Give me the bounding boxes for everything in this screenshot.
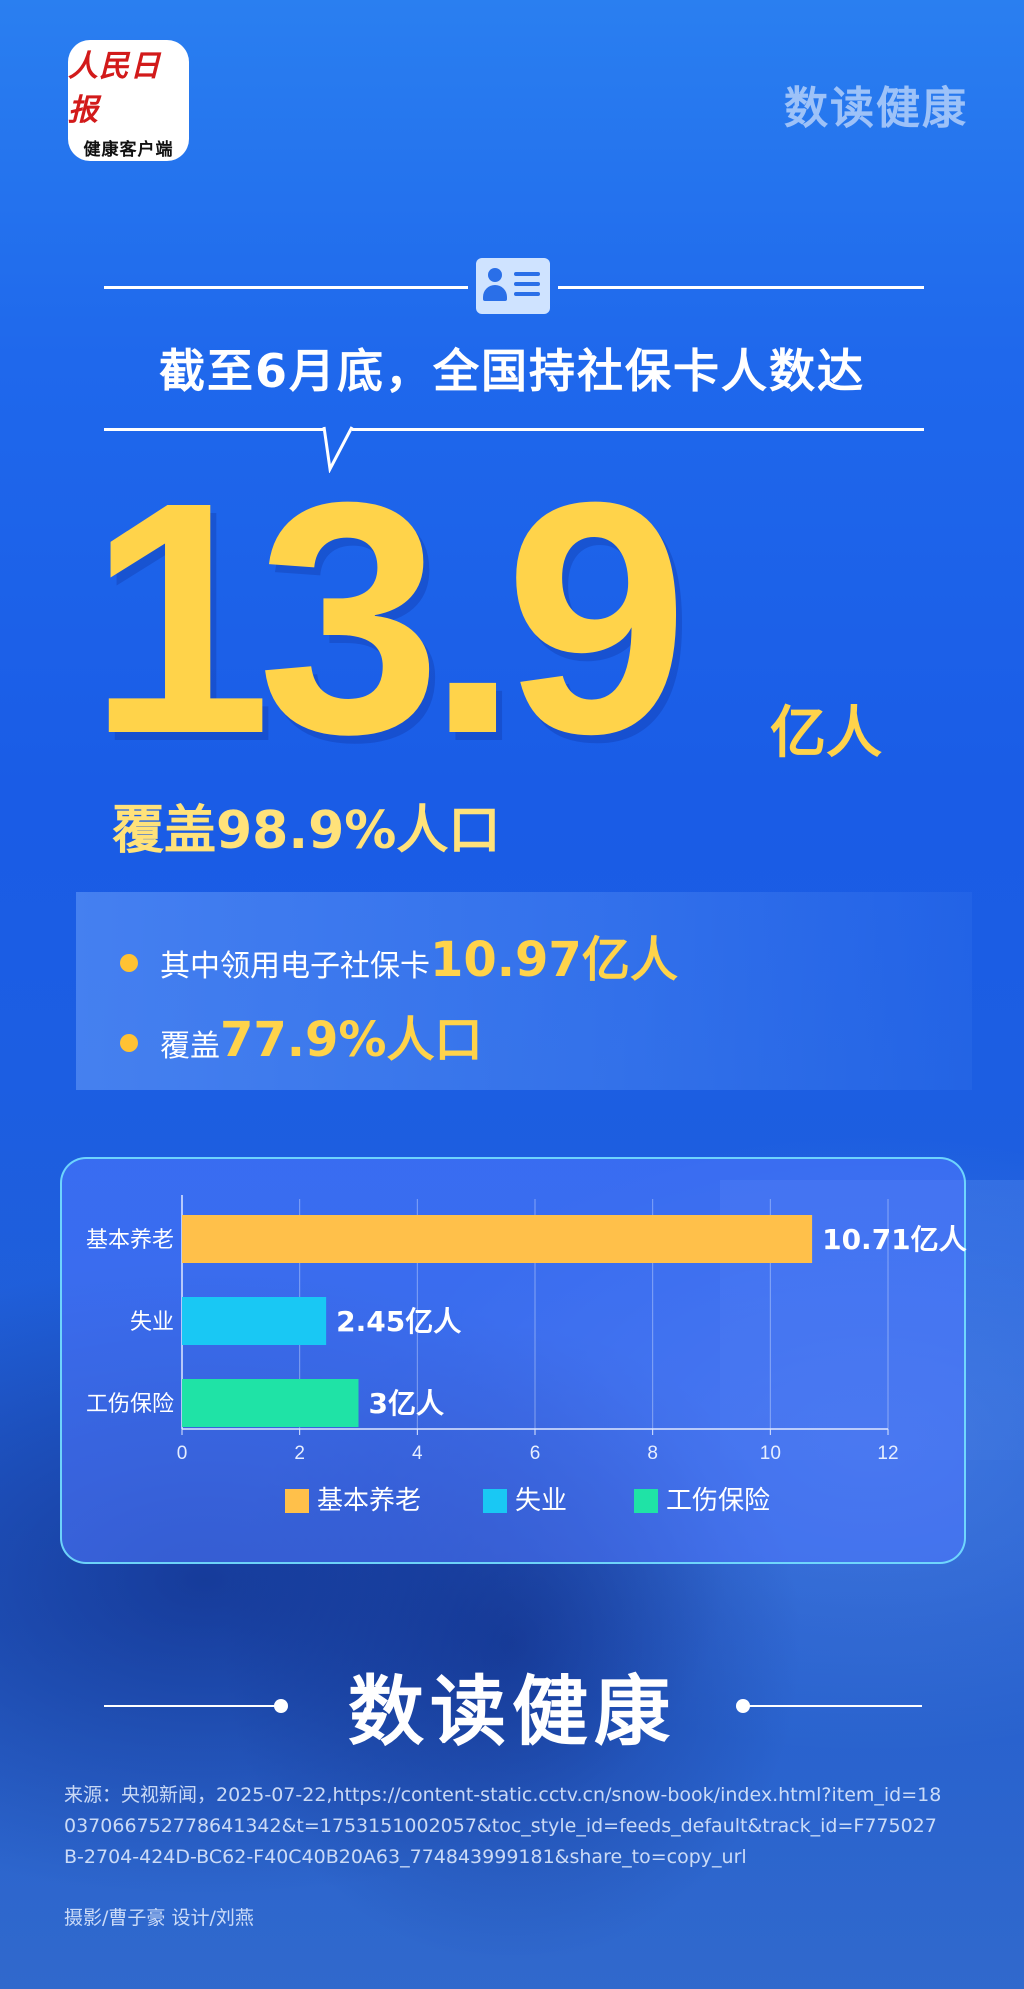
sub-stats-panel [76,892,972,1090]
sub-stat-label: 覆盖 [160,1029,220,1064]
bubble-tail [322,426,354,473]
legend-label: 工伤保险 [666,1486,770,1516]
footer-divider-right [746,1705,922,1707]
category-label: 失业 [130,1310,174,1335]
bar [182,1379,359,1427]
legend-label: 失业 [515,1486,567,1516]
sub-stat-label: 其中领用电子社保卡 [160,949,430,984]
bullet-dot-icon [120,954,138,972]
x-tick-label: 10 [760,1443,781,1464]
bullet-dot-icon [120,1034,138,1052]
legend-swatch [634,1489,658,1513]
footer-title: 数读健康 [348,1667,676,1756]
bar-chart: 0 2 4 6 8 10 12基本养老 10.71亿人失业 2.45亿人工伤保险 3亿人基本养老失… [86,1195,967,1516]
sub-stat-row: 其中领用电子社保卡 10.97亿人 [120,920,678,990]
footer-dot-right [736,1699,750,1713]
x-tick-label: 4 [412,1443,423,1464]
brand-title: 数读健康 [784,83,968,134]
legend-swatch [483,1489,507,1513]
headline: 截至6月底，全国持社保卡人数达 [158,344,865,398]
bar-chart-panel: 0 2 4 6 8 10 12 基本养老 10.71亿人 失业 2.45亿人 工伤保险 3亿人 基本养老失… [60,1157,967,1564]
legend-label: 基本养老 [317,1486,421,1516]
legend-swatch [285,1489,309,1513]
x-tick-label: 6 [530,1443,541,1464]
sub-stat-row: 覆盖 77.9%人口 [120,1000,483,1070]
footer-divider-left [104,1705,280,1707]
x-tick-label: 8 [647,1443,658,1464]
sub-stat-value: 10.97亿人 [430,932,678,988]
main-stat-value: 13.9 [88,433,688,802]
divider-right [558,286,924,289]
main-stat-unit: 亿人 [770,701,882,766]
data-label: 2.45亿人 [336,1305,461,1338]
bubble-line-left [104,428,324,431]
category-label: 基本养老 [86,1228,174,1253]
bubble-line-right [352,428,924,431]
id-card-icon [476,258,550,314]
logo: 人民日报 健康客户端 [68,40,189,161]
category-label: 工伤保险 [86,1392,174,1417]
main-stat-coverage: 覆盖98.9%人口 [112,801,501,861]
logo-subtitle: 健康客户端 [83,140,174,160]
divider-left [104,286,468,289]
source-text: 来源：央视新闻，2025-07-22,https://content-stati… [64,1784,942,1868]
logo-name: 人民日报 [68,49,161,128]
x-tick-label: 2 [294,1443,305,1464]
sub-stat-value: 77.9%人口 [220,1012,483,1068]
footer-dot-left [274,1699,288,1713]
credit-text: 摄影/曹子豪 设计/刘燕 [64,1907,254,1929]
data-label: 10.71亿人 [822,1223,967,1256]
bar [182,1297,327,1345]
bar [182,1215,813,1263]
data-label: 3亿人 [369,1387,444,1420]
x-tick-label: 12 [877,1443,898,1464]
x-tick-label: 0 [177,1443,188,1464]
